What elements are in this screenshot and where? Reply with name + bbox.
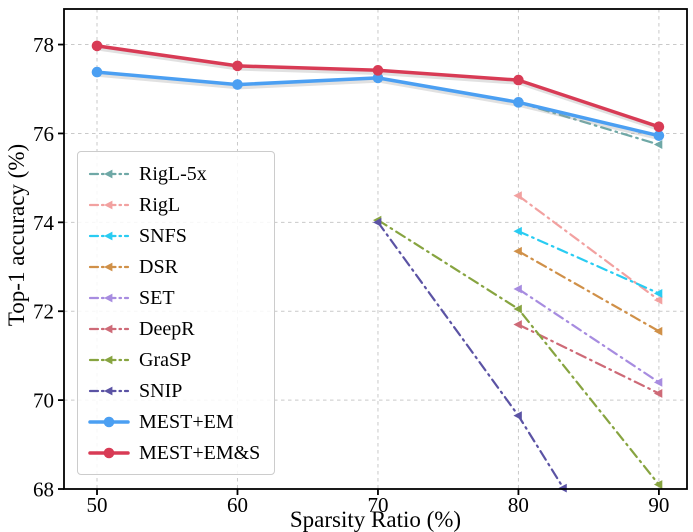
series-mest-em [91, 66, 665, 141]
legend-label-grasp: GraSP [139, 348, 192, 371]
data-point-deepr [653, 389, 663, 398]
series-line-snip [376, 221, 565, 490]
data-point-mest-em [653, 130, 665, 141]
x-tick-label-70: 70 [367, 493, 388, 517]
data-point-mest-em-s [372, 65, 384, 76]
legend-line-sample-rigl-5x [88, 169, 130, 178]
data-point-snfs [653, 289, 663, 298]
legend-item-dsr: DSR [88, 251, 260, 282]
series-snfs [513, 226, 663, 298]
data-point-mest-em [372, 72, 384, 84]
data-point-dsr [513, 246, 522, 256]
y-tick-label-76: 76 [33, 122, 54, 146]
data-point-grasp [513, 304, 522, 314]
legend-item-grasp: GraSP [88, 344, 260, 375]
x-tick-label-60: 60 [227, 493, 248, 517]
legend-line-sample-snip [88, 386, 130, 395]
legend-item-rigl-5x: RigL-5x [88, 158, 260, 189]
data-point-snip [513, 411, 522, 421]
data-point-grasp [653, 480, 663, 489]
legend-line-sample-dsr [88, 262, 130, 271]
y-tick-label-72: 72 [33, 300, 54, 324]
data-point-set [653, 377, 663, 387]
legend-line-sample-snfs [88, 231, 130, 240]
y-tick-label-78: 78 [33, 33, 54, 57]
data-point-mest-em-s [91, 40, 103, 52]
data-point-mest-em-s [653, 121, 665, 133]
legend-item-deepr: DeepR [88, 313, 260, 344]
x-tick-label-80: 80 [508, 493, 529, 517]
data-point-mest-em [232, 79, 243, 90]
legend-line-sample-mest-em-s [88, 447, 130, 458]
series-set [513, 284, 663, 387]
legend-line-sample-mest-em [88, 416, 130, 427]
y-axis-label: Top-1 accuracy (%) [4, 143, 29, 327]
series-line-deepr [517, 323, 660, 395]
series-snip [372, 217, 567, 493]
series-line-dsr [517, 250, 660, 333]
legend-label-rigl-5x: RigL-5x [139, 162, 207, 185]
data-point-mest-em-s [232, 60, 243, 72]
x-axis-label: Sparsity Ratio (%) [289, 507, 462, 532]
legend-label-snfs: SNFS [139, 224, 187, 247]
data-point-dsr [653, 326, 663, 336]
series-dsr [513, 246, 663, 336]
data-point-snip [372, 217, 382, 227]
legend-item-mest-em: MEST+EM [88, 406, 260, 437]
series-line-rigl [517, 194, 660, 302]
legend-line-sample-rigl [88, 200, 130, 209]
axes-border [63, 8, 688, 490]
series-grasp [372, 215, 663, 489]
legend-label-dsr: DSR [139, 255, 178, 278]
x-tick-label-50: 50 [87, 493, 108, 517]
legend-item-snip: SNIP [88, 375, 260, 406]
legend-label-rigl: RigL [139, 193, 181, 216]
legend-item-set: SET [88, 282, 260, 313]
legend-line-sample-set [88, 293, 130, 302]
legend-line-sample-deepr [88, 324, 130, 333]
legend: RigL-5x RigL SNFS DSR SET DeepR GraSP SNIP MEST+… [77, 151, 276, 475]
data-point-rigl [513, 191, 522, 201]
legend-item-mest-em-s: MEST+EM&S [88, 437, 260, 468]
legend-label-set: SET [139, 286, 175, 309]
data-point-set [513, 284, 522, 294]
series-deepr [513, 320, 663, 398]
x-tick-label-90: 90 [648, 493, 669, 517]
legend-label-deepr: DeepR [139, 317, 195, 340]
series-rigl [513, 191, 663, 305]
data-point-snfs [513, 226, 522, 236]
series-line-set [517, 287, 660, 384]
y-tick-label-74: 74 [33, 211, 55, 235]
y-tick-label-68: 68 [33, 478, 54, 502]
y-tick-label-70: 70 [33, 389, 54, 413]
data-point-deepr [513, 320, 522, 329]
legend-item-rigl: RigL [88, 189, 260, 220]
data-point-mest-em [513, 97, 524, 108]
legend-line-sample-grasp [88, 355, 130, 364]
data-point-rigl-5x [653, 140, 663, 149]
tick-labels: 50 60 70 80 90 68 70 72 74 76 78 [33, 33, 669, 517]
data-point-mest-em-s [513, 74, 524, 86]
legend-label-mest-em-s: MEST+EM&S [139, 441, 261, 464]
series-line-snfs [517, 230, 660, 295]
legend-label-mest-em: MEST+EM [139, 410, 234, 433]
legend-item-snfs: SNFS [88, 220, 260, 251]
data-point-rigl [653, 295, 663, 305]
series-mest-em-s [91, 40, 665, 133]
legend-label-snip: SNIP [139, 379, 183, 402]
data-point-mest-em [91, 66, 103, 78]
